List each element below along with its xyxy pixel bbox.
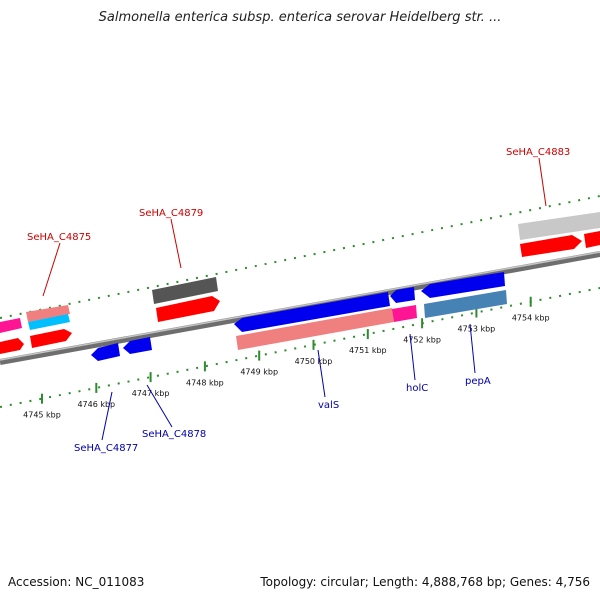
outer-tick-track xyxy=(0,195,600,319)
kbp-tick-label: 4749 kbp xyxy=(240,368,278,377)
gene-label[interactable]: holC xyxy=(406,383,428,394)
label-leaders xyxy=(42,157,547,441)
gene-feature[interactable] xyxy=(234,292,390,332)
kbp-tick-label: 4746 kbp xyxy=(77,400,115,409)
gene-feature[interactable] xyxy=(156,296,220,322)
gene-feature[interactable] xyxy=(152,277,218,304)
gene-feature[interactable] xyxy=(236,308,394,350)
gene-label[interactable]: SeHA_C4879 xyxy=(139,208,203,219)
kbp-tick-label: 4751 kbp xyxy=(349,346,387,355)
forward-gene-labels: SeHA_C4875 SeHA_C4879 SeHA_C4883 xyxy=(27,147,570,243)
gene-label[interactable]: pepA xyxy=(465,376,491,387)
gene-feature[interactable] xyxy=(30,329,72,348)
gene-feature[interactable] xyxy=(392,305,417,322)
gene-feature[interactable] xyxy=(518,212,600,240)
gene-feature[interactable] xyxy=(390,287,415,303)
forward-genes xyxy=(0,212,600,354)
kbp-tick-label: 4747 kbp xyxy=(132,389,170,398)
reverse-genes xyxy=(91,272,507,361)
map-title: Salmonella enterica subsp. enterica sero… xyxy=(98,10,502,25)
backbone xyxy=(0,251,600,365)
topology-text: Topology: circular; Length: 4,888,768 bp… xyxy=(260,575,590,589)
gene-feature[interactable] xyxy=(421,272,505,298)
accession-text: Accession: NC_011083 xyxy=(8,575,145,589)
gene-feature[interactable] xyxy=(28,314,70,330)
gene-feature[interactable] xyxy=(91,343,120,361)
gene-feature[interactable] xyxy=(520,235,582,257)
kbp-tick-label: 4752 kbp xyxy=(403,335,441,344)
inner-tick-track xyxy=(0,287,600,408)
tick-labels: 4745 kbp 4746 kbp 4747 kbp 4748 kbp 4749 kbp… xyxy=(23,314,549,420)
gene-feature[interactable] xyxy=(0,338,24,354)
gene-feature[interactable] xyxy=(26,305,70,322)
gene-label[interactable]: SeHA_C4883 xyxy=(506,147,570,158)
gene-label[interactable]: valS xyxy=(318,400,339,411)
gene-label[interactable]: SeHA_C4878 xyxy=(142,429,206,440)
kbp-tick-label: 4750 kbp xyxy=(295,357,333,366)
gene-label[interactable]: SeHA_C4877 xyxy=(74,443,138,454)
kbp-tick-label: 4748 kbp xyxy=(186,378,224,387)
gene-feature[interactable] xyxy=(123,337,152,354)
gene-feature[interactable] xyxy=(0,318,22,333)
gene-feature[interactable] xyxy=(424,290,507,318)
kbp-tick-label: 4753 kbp xyxy=(458,325,496,334)
gene-label[interactable]: SeHA_C4875 xyxy=(27,232,91,243)
gene-feature[interactable] xyxy=(584,231,600,248)
kbp-tick-label: 4745 kbp xyxy=(23,411,61,420)
kbp-tick-label: 4754 kbp xyxy=(512,314,550,323)
reverse-gene-labels: SeHA_C4877 SeHA_C4878 valS holC pepA xyxy=(74,376,491,454)
